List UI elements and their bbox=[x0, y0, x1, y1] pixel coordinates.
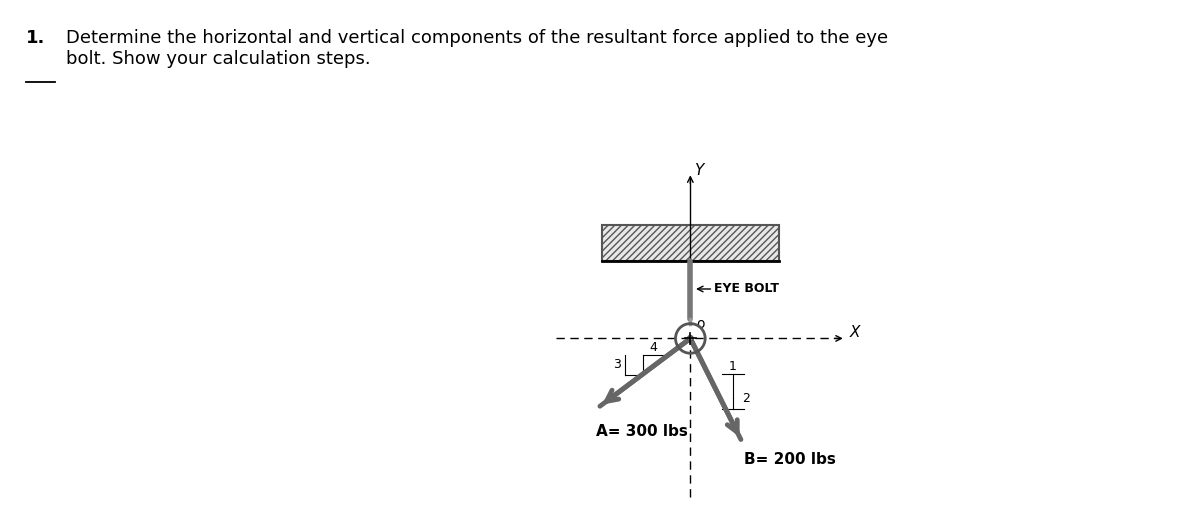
Text: o: o bbox=[697, 317, 706, 331]
Text: X: X bbox=[850, 324, 859, 339]
Text: 1: 1 bbox=[730, 359, 737, 372]
Text: B= 200 lbs: B= 200 lbs bbox=[744, 452, 836, 467]
Text: Determine the horizontal and vertical components of the resultant force applied : Determine the horizontal and vertical co… bbox=[66, 29, 888, 68]
Text: EYE BOLT: EYE BOLT bbox=[714, 283, 779, 296]
Text: 2: 2 bbox=[742, 392, 750, 405]
Circle shape bbox=[688, 336, 694, 341]
Text: A= 300 lbs: A= 300 lbs bbox=[596, 424, 689, 439]
Text: 4: 4 bbox=[649, 341, 658, 354]
Text: 1.: 1. bbox=[26, 29, 46, 47]
Text: 3: 3 bbox=[613, 358, 622, 371]
Bar bbox=[602, 226, 779, 261]
Text: Y: Y bbox=[694, 163, 703, 178]
